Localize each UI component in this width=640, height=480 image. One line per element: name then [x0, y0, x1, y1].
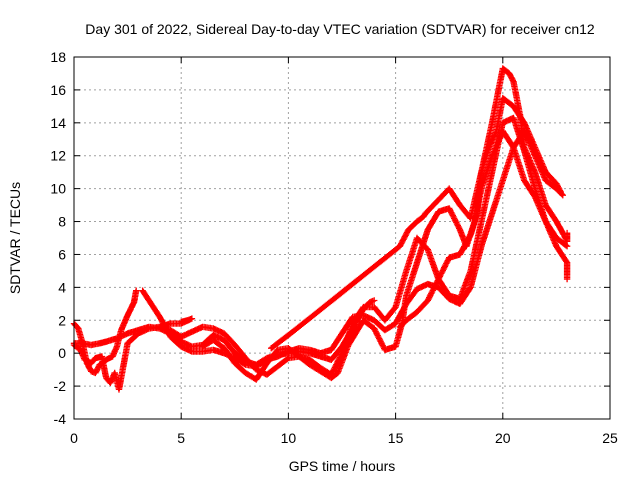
series-markers [396, 94, 564, 331]
plot-frame [73, 56, 611, 420]
y-tick-label: -2 [54, 378, 67, 394]
x-tick-label: 25 [602, 430, 618, 446]
y-tick-label: 2 [58, 312, 66, 328]
x-tick-label: 10 [281, 430, 297, 446]
series-track-8 [396, 94, 564, 331]
y-tick-label: 14 [50, 115, 66, 131]
y-tick-label: 10 [50, 181, 66, 197]
y-tick-label: 12 [50, 148, 66, 164]
series-markers [156, 114, 571, 378]
y-tick-label: 4 [58, 279, 66, 295]
tick-layer: 0 5 10 15 20 25 -4 -2 0 2 4 6 8 10 12 14 16 18 [50, 49, 618, 446]
y-tick-label: -4 [54, 411, 67, 427]
y-tick-label: 0 [58, 345, 66, 361]
chart-title: Day 301 of 2022, Sidereal Day-to-day VTE… [85, 21, 595, 37]
y-tick-label: 16 [50, 82, 66, 98]
y-tick-label: 8 [58, 214, 66, 230]
y-tick-label: 6 [58, 246, 66, 262]
y-axis-label: SDTVAR / TECUs [7, 182, 23, 294]
x-tick-label: 5 [177, 430, 185, 446]
x-tick-label: 15 [388, 430, 404, 446]
x-tick-label: 20 [495, 430, 511, 446]
x-tick-label: 0 [70, 430, 78, 446]
x-axis-label: GPS time / hours [289, 458, 396, 474]
y-tick-label: 18 [50, 49, 66, 65]
grid-layer [74, 57, 610, 419]
series-track-5 [156, 114, 571, 378]
